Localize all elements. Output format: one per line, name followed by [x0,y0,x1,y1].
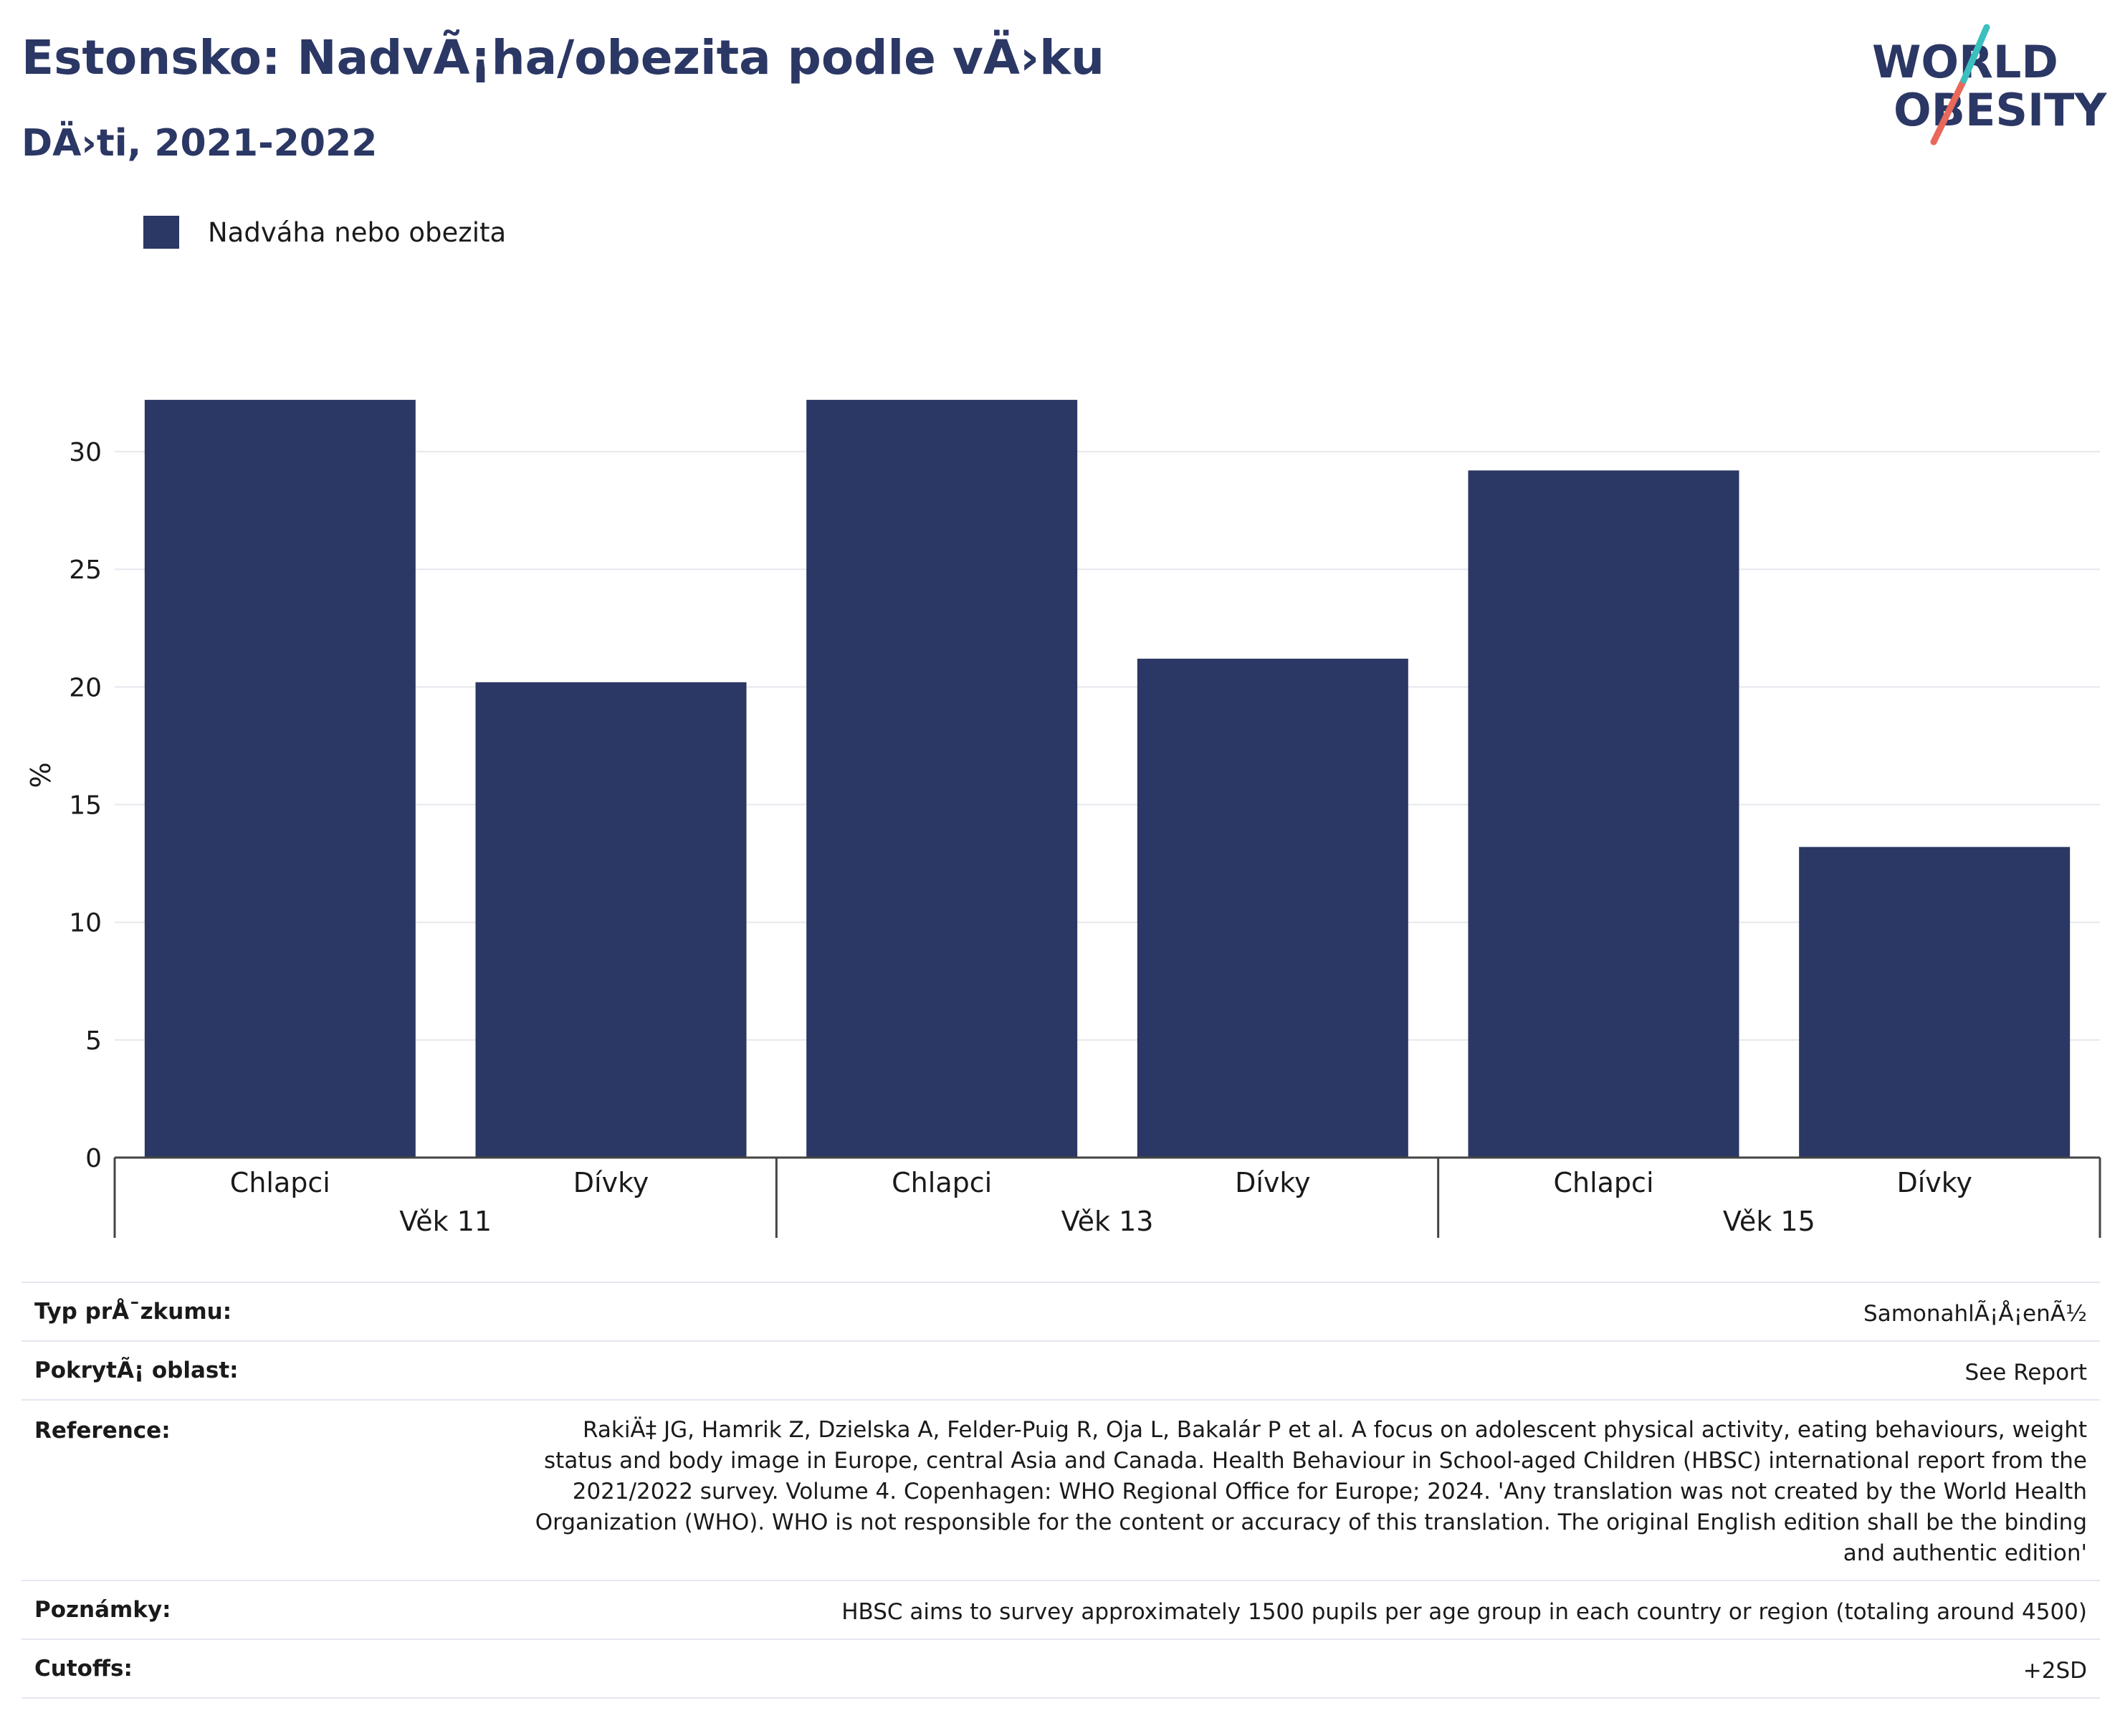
info-table: Typ prÅ¯zkumu: SamonahlÃ¡Å¡enÃ½ PokrytÃ¡ o… [22,1282,2100,1699]
x-category-label: Dívky [1896,1167,1972,1198]
chart-title: Estonsko: NadvÃ¡ha/obezita podle vÄ›ku [22,30,1105,85]
x-category-label: Dívky [1235,1167,1310,1198]
logo-line2: OBESITY [1894,84,2107,136]
y-tick-label: 20 [69,673,102,702]
y-tick-label: 25 [69,555,102,585]
info-label: Typ prÅ¯zkumu: [34,1299,232,1325]
chart-subtitle: DÄ›ti, 2021-2022 [22,122,378,165]
bar [1137,658,1408,1158]
world-obesity-logo: WORLD OBESITY [1872,24,2107,146]
bar [475,682,747,1158]
info-row: PokrytÃ¡ oblast: See Report [22,1340,2100,1399]
legend-label: Nadváha nebo obezita [208,216,507,248]
bar [806,399,1078,1158]
y-tick-label: 30 [69,438,102,467]
bar [1799,846,2071,1158]
logo-slash-teal [1960,24,1990,84]
logo-slash-coral [1930,77,1967,146]
legend: Nadváha nebo obezita [143,214,506,251]
bar-chart: 0 5 10 15 20 25 30% Chlapci Dívky Věk 11 Chlapci Dí… [25,399,2101,1238]
x-category-label: Chlapci [1553,1167,1653,1198]
y-tick-label: 15 [69,791,102,821]
info-label: PokrytÃ¡ oblast: [34,1358,239,1383]
info-value: HBSC aims to survey approximately 1500 p… [841,1599,2087,1625]
info-row: Typ prÅ¯zkumu: SamonahlÃ¡Å¡enÃ½ [22,1282,2100,1340]
bar [1468,470,1739,1158]
legend-swatch [143,216,179,249]
info-row: Cutoffs: +2SD [22,1639,2100,1697]
y-axis-label: % [25,762,57,788]
info-value: See Report [1964,1360,2087,1386]
y-tick-label: 0 [85,1144,102,1173]
info-label: Cutoffs: [34,1656,133,1682]
x-category-label: Chlapci [230,1167,330,1198]
info-row: Poznámky: HBSC aims to survey approximate… [22,1580,2100,1639]
info-table-bottom-border [22,1697,2100,1699]
info-label: Poznámky: [34,1597,171,1623]
x-group-label: Věk 13 [1061,1206,1154,1237]
x-group-label: Věk 11 [399,1206,492,1237]
x-category-label: Chlapci [892,1167,992,1198]
info-row: Reference: RakiÄ‡ JG, Hamrik Z, Dzielska … [22,1399,2100,1580]
x-category-label: Dívky [573,1167,649,1198]
y-tick-label: 10 [69,909,102,938]
y-tick-label: 5 [85,1026,102,1056]
x-group-label: Věk 15 [1723,1206,1815,1237]
bar [144,399,416,1158]
info-value: RakiÄ‡ JG, Hamrik Z, Dzielska A, Felder-… [535,1417,2087,1566]
info-label: Reference: [34,1418,171,1444]
info-value: SamonahlÃ¡Å¡enÃ½ [1863,1301,2087,1327]
info-value: +2SD [2023,1658,2087,1684]
